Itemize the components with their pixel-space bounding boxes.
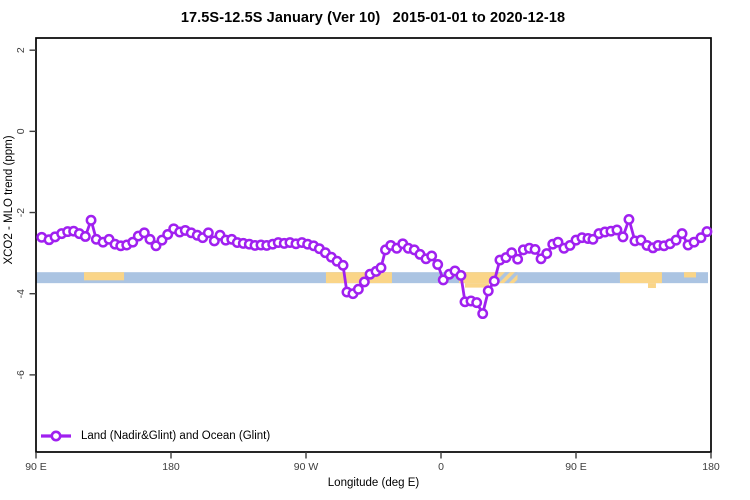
y-tick-label: 0 — [15, 128, 27, 134]
y-tick-label: -2 — [15, 208, 27, 217]
x-tick-label: 180 — [162, 461, 180, 473]
highlight-band-orange — [459, 272, 495, 284]
data-point — [529, 244, 541, 255]
data-point — [352, 283, 364, 295]
y-tick-label: -6 — [15, 370, 27, 379]
data-point — [482, 285, 494, 297]
legend-label: Land (Nadir&Glint) and Ocean (Glint) — [81, 430, 271, 442]
data-point — [337, 259, 349, 271]
chart-title: 17.5S-12.5S January (Ver 10) 2015-01-01 … — [180, 10, 566, 26]
legend: Land (Nadir&Glint) and Ocean (Glint) — [40, 428, 270, 444]
y-tick-label: 2 — [15, 47, 27, 53]
highlight-band-orange — [648, 283, 656, 289]
data-point — [488, 275, 500, 287]
x-tick-label: 90 E — [25, 461, 47, 473]
data-point — [695, 232, 707, 244]
data-point — [676, 228, 688, 240]
data-point — [541, 248, 553, 259]
data-point — [617, 231, 629, 243]
x-tick-label: 180 — [702, 461, 720, 473]
legend-marker-icon — [41, 430, 71, 442]
data-point — [471, 297, 483, 309]
data-point — [144, 233, 156, 245]
y-tick-label: -4 — [15, 289, 27, 298]
highlight-band-orange — [495, 272, 518, 284]
data-point — [432, 259, 444, 270]
x-tick-label: 90 W — [294, 461, 319, 473]
data-point — [477, 308, 489, 320]
highlight-band-orange — [84, 272, 125, 281]
data-point — [701, 226, 713, 238]
highlight-band-orange — [465, 283, 489, 288]
data-point — [552, 236, 564, 248]
y-axis-label: XCO2 - MLO trend (ppm) — [3, 135, 15, 264]
highlight-band-orange — [619, 272, 662, 284]
data-point — [611, 224, 623, 236]
data-point — [455, 269, 467, 281]
data-point — [79, 231, 91, 242]
data-point — [512, 253, 524, 265]
plot-border — [35, 37, 712, 453]
data-point — [202, 227, 214, 239]
x-tick-label: 90 E — [565, 461, 587, 473]
x-axis-label: Longitude (deg E) — [328, 477, 420, 489]
data-point — [375, 262, 387, 274]
data-point — [426, 250, 438, 262]
data-point — [670, 234, 682, 246]
highlight-band-orange — [684, 272, 696, 278]
data-point — [358, 276, 370, 288]
x-tick-label: 0 — [438, 461, 444, 473]
data-point — [506, 247, 518, 259]
data-point — [138, 227, 150, 239]
data-point — [85, 214, 97, 226]
data-point — [623, 213, 635, 225]
highlight-band-orange — [325, 272, 392, 284]
